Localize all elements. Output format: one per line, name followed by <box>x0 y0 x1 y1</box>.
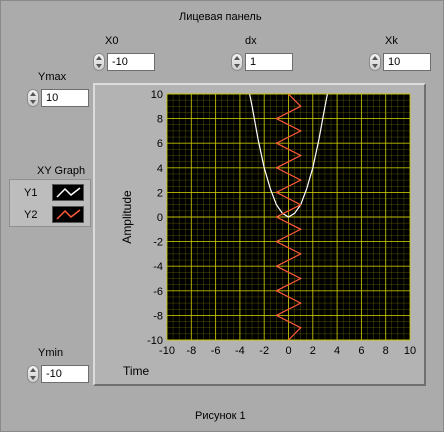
x-tick-label: 4 <box>334 345 340 357</box>
x0-control: -10 <box>93 53 155 71</box>
dx-label: dx <box>245 35 257 47</box>
xk-spinner[interactable] <box>369 53 381 71</box>
y-tick-label: 6 <box>157 138 163 150</box>
legend-label-y1: Y1 <box>24 187 38 199</box>
legend-item-y1[interactable]: Y1 <box>14 184 90 202</box>
y-tick-label: -4 <box>153 261 163 273</box>
x-axis-title: Time <box>123 364 150 378</box>
legend-label-y2: Y2 <box>24 209 38 221</box>
line-style-icon-y1[interactable] <box>52 184 84 201</box>
increment-icon[interactable] <box>234 56 240 60</box>
x0-label: X0 <box>105 35 119 47</box>
y-tick-label: -2 <box>153 237 163 249</box>
ymax-label: Ymax <box>38 71 67 83</box>
increment-icon[interactable] <box>30 368 36 372</box>
ymin-label: Ymin <box>38 347 64 359</box>
x-tick-label: -4 <box>235 345 245 357</box>
dx-spinner[interactable] <box>231 53 243 71</box>
panel-title: Лицевая панель <box>179 11 262 23</box>
x0-input[interactable]: -10 <box>107 53 155 71</box>
y-axis-title: Amplitude <box>120 190 134 244</box>
xk-label: Xk <box>385 35 398 47</box>
plot-line-icon <box>56 187 81 198</box>
ymax-input[interactable]: 10 <box>41 89 89 107</box>
x-tick-label: -2 <box>259 345 269 357</box>
increment-icon[interactable] <box>30 92 36 96</box>
x-tick-label: -6 <box>211 345 221 357</box>
y-tick-label: 2 <box>157 187 163 199</box>
increment-icon[interactable] <box>96 56 102 60</box>
y-tick-label: 0 <box>157 212 163 224</box>
x-tick-label: 6 <box>358 345 364 357</box>
figure-caption: Рисунок 1 <box>195 410 246 422</box>
xk-control: 10 <box>369 53 431 71</box>
xk-input[interactable]: 10 <box>383 53 431 71</box>
ymax-spinner[interactable] <box>27 89 39 107</box>
x-tick-label: 10 <box>404 345 416 357</box>
line-style-icon-y2[interactable] <box>52 206 84 223</box>
xy-graph-chart[interactable]: -10 -8 -6 -4 -2 0 2 4 6 8 10 -10 -8 -6 -4 -2 0 2 4 6 8 10 Time… <box>95 85 424 384</box>
decrement-icon[interactable] <box>96 64 102 68</box>
series-line-y1 <box>249 94 328 218</box>
dx-control: 1 <box>231 53 293 71</box>
ymin-control: -10 <box>27 365 89 383</box>
y-tick-label: 10 <box>151 89 163 101</box>
graph-legend: Y1 Y2 <box>9 179 91 227</box>
y-tick-label: -8 <box>153 310 163 322</box>
legend-title: XY Graph <box>37 165 86 177</box>
xy-graph: -10 -8 -6 -4 -2 0 2 4 6 8 10 -10 -8 -6 -4 -2 0 2 4 6 8 10 Time… <box>93 83 426 386</box>
decrement-icon[interactable] <box>372 64 378 68</box>
decrement-icon[interactable] <box>30 376 36 380</box>
increment-icon[interactable] <box>372 56 378 60</box>
plot-line-icon <box>56 209 81 220</box>
decrement-icon[interactable] <box>30 100 36 104</box>
decrement-icon[interactable] <box>234 64 240 68</box>
x-tick-label: -10 <box>159 345 175 357</box>
y-tick-label: 4 <box>157 163 163 175</box>
legend-item-y2[interactable]: Y2 <box>14 206 90 224</box>
dx-input[interactable]: 1 <box>245 53 293 71</box>
y-tick-label: 8 <box>157 114 163 126</box>
x-tick-label: 2 <box>310 345 316 357</box>
x-tick-label: 8 <box>383 345 389 357</box>
x-tick-label: 0 <box>285 345 291 357</box>
y-tick-label: -6 <box>153 286 163 298</box>
ymin-input[interactable]: -10 <box>41 365 89 383</box>
x0-spinner[interactable] <box>93 53 105 71</box>
ymin-spinner[interactable] <box>27 365 39 383</box>
x-tick-label: -8 <box>186 345 196 357</box>
ymax-control: 10 <box>27 89 89 107</box>
series-line-y2 <box>275 94 303 340</box>
y-tick-label: -10 <box>147 335 163 347</box>
